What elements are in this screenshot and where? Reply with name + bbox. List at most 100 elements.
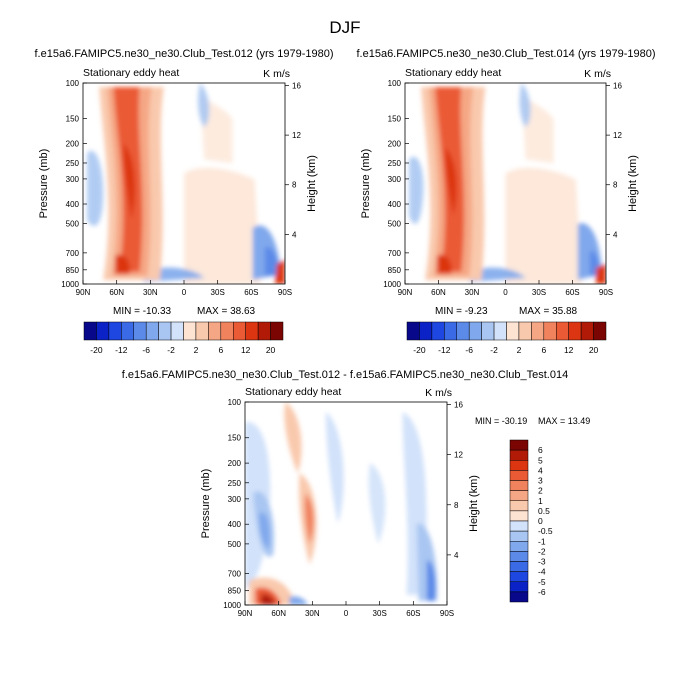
colorbar-swatch <box>133 321 147 341</box>
colorbar-swatch <box>509 490 529 501</box>
colorbar-swatch <box>531 321 545 341</box>
x-tick-label: 90S <box>278 288 292 297</box>
contour-region <box>325 412 344 524</box>
colorbar-tick-label: 2 <box>538 486 543 496</box>
contour-region <box>123 143 135 220</box>
field-label: Stationary eddy heat <box>83 67 179 79</box>
colorbar-tick-label: -1 <box>538 536 546 546</box>
y-tick-label: 200 <box>388 140 402 149</box>
colorbar-tick-label: 6 <box>541 345 546 355</box>
y-tick-label: 150 <box>228 434 242 443</box>
colorbar-tick-label: 0 <box>538 516 543 526</box>
contour-region <box>261 594 276 605</box>
y-axis-label: Pressure (mb) <box>38 149 50 219</box>
colorbar-swatch <box>509 470 529 481</box>
x-tick-label: 60N <box>109 288 124 297</box>
panel-case-title: f.e15a6.FAMIPC5.ne30_ne30.Club_Test.012 … <box>34 48 333 60</box>
colorbar-tick-label: 20 <box>266 345 276 355</box>
colorbar-swatch <box>183 321 197 341</box>
colorbar-tick-label: -20 <box>413 345 426 355</box>
y-tick-label: 500 <box>388 219 402 228</box>
colorbar-tick-label: 3 <box>538 476 543 486</box>
field-label: Stationary eddy heat <box>405 67 501 79</box>
contour-region <box>289 596 308 605</box>
colorbar-swatch <box>509 561 529 572</box>
y-tick-label: 1000 <box>223 601 241 610</box>
x-tick-label: 60N <box>271 609 286 618</box>
colorbar-swatch <box>580 321 594 341</box>
contour-region <box>0 1 83 83</box>
contour-region <box>259 512 270 549</box>
colorbar-swatch <box>108 321 122 341</box>
contour-region <box>596 263 606 284</box>
y-tick-label: 200 <box>66 140 80 149</box>
colorbar-swatch <box>593 321 607 341</box>
y-tick-label: 700 <box>388 249 402 258</box>
colorbar-swatch <box>170 321 184 341</box>
units-label: K m/s <box>584 68 611 80</box>
colorbar-swatch <box>145 321 159 341</box>
colorbar-tick-label: -6 <box>142 345 150 355</box>
colorbar-swatch <box>481 321 495 341</box>
y2-tick-label: 4 <box>454 551 459 560</box>
panel-case-title: f.e15a6.FAMIPC5.ne30_ne30.Club_Test.012 … <box>122 369 568 381</box>
y-axis-label: Pressure (mb) <box>360 149 372 219</box>
y2-tick-label: 16 <box>613 81 622 90</box>
units-label: K m/s <box>425 387 452 399</box>
y-tick-label: 400 <box>388 200 402 209</box>
panel-case-012: f.e15a6.FAMIPC5.ne30_ne30.Club_Test.012 … <box>0 1 333 317</box>
field-contours <box>245 402 438 605</box>
colorbar-swatch <box>509 480 529 491</box>
colorbar-swatch <box>509 530 529 542</box>
y-tick-label: 700 <box>66 249 80 258</box>
y2-tick-label: 16 <box>454 401 463 410</box>
panel-case-014: f.e15a6.FAMIPC5.ne30_ne30.Club_Test.014 … <box>0 1 655 317</box>
contour-region <box>368 462 386 545</box>
contour-region <box>115 254 130 274</box>
y-tick-label: 700 <box>228 570 242 579</box>
colorbar-tick-label: -6 <box>538 587 546 597</box>
colorbar-tick-label: 6 <box>218 345 223 355</box>
y-tick-label: 300 <box>66 175 80 184</box>
contour-region <box>304 493 314 545</box>
y-tick-label: 400 <box>228 520 242 529</box>
field-contour-fills <box>0 1 285 284</box>
x-tick-label: 90S <box>440 609 454 618</box>
y-tick-label: 850 <box>228 587 242 596</box>
colorbar-swatch <box>245 321 259 341</box>
max-label: MAX = 38.63 <box>197 306 256 317</box>
colorbar-swatch <box>509 551 529 562</box>
colorbar-swatch <box>456 321 470 341</box>
colorbar-tick-label: 4 <box>538 465 543 475</box>
colorbar-swatch <box>83 321 97 341</box>
contour-region <box>284 402 302 474</box>
y-tick-label: 150 <box>388 114 402 123</box>
colorbar-swatch <box>509 520 529 532</box>
colorbar-tick-label: 0.5 <box>538 506 550 516</box>
contour-region <box>184 167 261 284</box>
contour-region <box>198 83 210 128</box>
x-tick-label: 90S <box>599 288 613 297</box>
x-tick-label: 60S <box>406 609 420 618</box>
y2-tick-label: 16 <box>292 81 301 90</box>
colorbar-swatch <box>518 321 532 341</box>
contour-region <box>0 1 405 83</box>
y-tick-label: 1000 <box>61 280 79 289</box>
min-label: MIN = -30.19 <box>475 416 527 426</box>
contour-region <box>519 83 531 128</box>
field-contour-fills <box>245 402 438 605</box>
y-tick-label: 100 <box>388 79 402 88</box>
y2-tick-label: 4 <box>292 230 297 239</box>
colorbar-horizontal: -20 -12 -6 -2 2 6 12 20 -20 -12 -6 -2 2 6 12 20 <box>83 321 607 355</box>
colorbar-swatch <box>431 321 445 341</box>
y2-axis-label: Height (km) <box>627 155 639 212</box>
panel-case-title: f.e15a6.FAMIPC5.ne30_ne30.Club_Test.014 … <box>356 48 655 60</box>
colorbar-swatch <box>506 321 520 341</box>
colorbar-swatch <box>419 321 433 341</box>
min-label: MIN = -10.33 <box>113 306 172 317</box>
contour-region <box>469 267 526 282</box>
contour-region <box>426 560 436 601</box>
colorbar-swatch <box>406 321 420 341</box>
colorbar-swatch <box>509 581 529 593</box>
